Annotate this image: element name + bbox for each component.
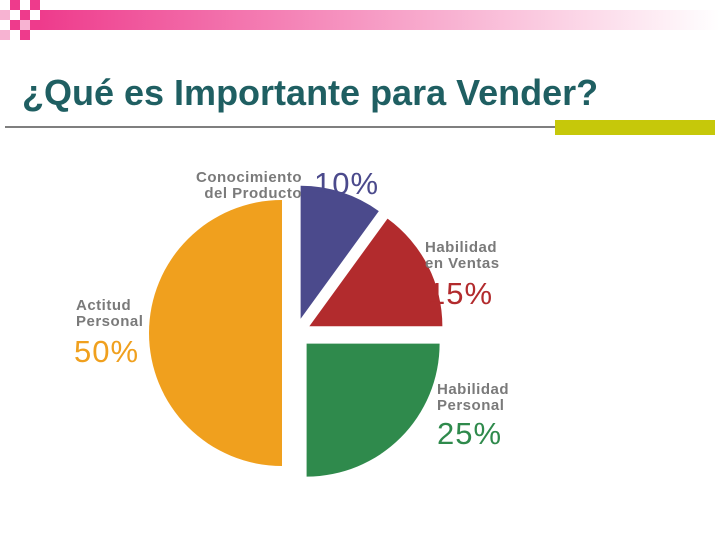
pie-slice bbox=[300, 185, 379, 319]
value-label: 50% bbox=[74, 334, 140, 369]
slice-label: Habilidad Personal bbox=[437, 381, 510, 414]
chart-title: ¿Qué es Importante para Vender? bbox=[22, 72, 599, 113]
slice-label: Conocimiento del Producto bbox=[196, 169, 302, 202]
header-bar bbox=[40, 10, 720, 30]
corner-squares bbox=[10, 0, 40, 40]
pie-slice bbox=[306, 343, 440, 477]
pie bbox=[149, 185, 443, 477]
pie-slice bbox=[309, 218, 443, 327]
pie-slice bbox=[149, 200, 282, 466]
value-label: 10% bbox=[314, 166, 380, 201]
accent-bar bbox=[555, 120, 715, 135]
value-label: 25% bbox=[437, 416, 503, 451]
slice-label: Actitud Personal bbox=[76, 297, 144, 330]
slice-label: Habilidad en Ventas bbox=[425, 239, 500, 272]
value-label: 15% bbox=[428, 276, 494, 311]
